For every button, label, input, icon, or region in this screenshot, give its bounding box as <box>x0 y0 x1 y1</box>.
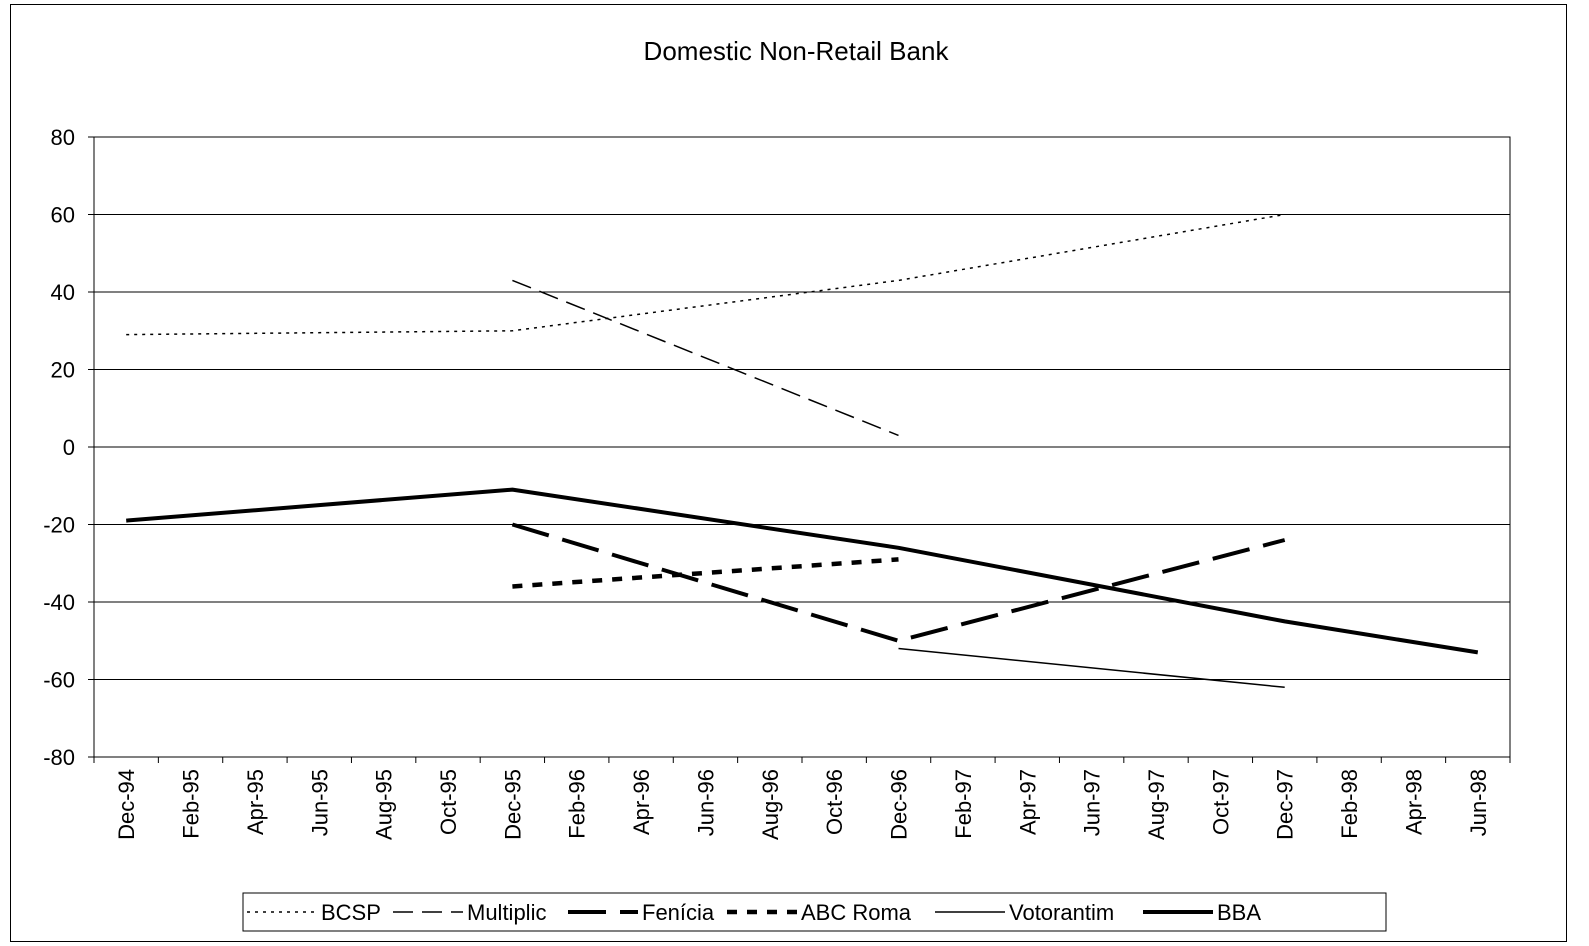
x-tick-label: Apr-98 <box>1401 769 1426 835</box>
y-tick-label: 60 <box>51 203 75 228</box>
series-line-votorantim <box>898 647 1285 689</box>
series-lines <box>126 213 1479 689</box>
y-tick-label: 20 <box>51 358 75 383</box>
y-tick-label: -40 <box>43 590 75 615</box>
y-tick-label: -20 <box>43 513 75 538</box>
x-tick-label: Feb-95 <box>179 769 204 839</box>
series-line-bcsp <box>126 213 1285 336</box>
x-tick-label: Oct-97 <box>1208 769 1233 835</box>
x-tick-label: Dec-95 <box>500 769 525 840</box>
y-tick-label: -60 <box>43 668 75 693</box>
x-tick-label: Dec-96 <box>887 769 912 840</box>
x-tick-label: Aug-96 <box>758 769 783 840</box>
chart-title: Domestic Non-Retail Bank <box>644 36 950 66</box>
x-tick-label: Aug-97 <box>1144 769 1169 840</box>
y-tick-label: 0 <box>63 435 75 460</box>
legend-label: ABC Roma <box>801 900 912 925</box>
x-tick-label: Apr-96 <box>629 769 654 835</box>
legend-label: Votorantim <box>1009 900 1114 925</box>
gridlines <box>94 136 1510 758</box>
x-tick-label: Oct-95 <box>436 769 461 835</box>
x-tick-label: Feb-98 <box>1337 769 1362 839</box>
legend-label: BBA <box>1217 900 1261 925</box>
x-tick-label: Oct-96 <box>822 769 847 835</box>
x-tick-label: Jun-95 <box>307 769 332 836</box>
x-tick-label: Apr-95 <box>243 769 268 835</box>
x-tick-label: Jun-97 <box>1080 769 1105 836</box>
series-line-multiplic <box>512 279 899 437</box>
y-tick-label: 40 <box>51 280 75 305</box>
legend-label: Fenícia <box>642 900 715 925</box>
x-tick-label: Feb-97 <box>951 769 976 839</box>
chart-frame <box>10 4 1567 942</box>
x-axis: Dec-94 Feb-95 Apr-95 Jun-95 Aug-95 Oct-95 Dec-… <box>93 757 1511 840</box>
x-tick-label: Dec-94 <box>114 769 139 840</box>
legend: BCSP Multiplic Fenícia ABC Roma Votorantim BB… <box>242 892 1387 932</box>
series-line-abc-roma <box>512 557 899 589</box>
y-tick-label: -80 <box>43 745 75 770</box>
series-line-fen-cia <box>511 522 1286 643</box>
y-tick-label: 80 <box>51 125 75 150</box>
x-tick-label: Jun-96 <box>693 769 718 836</box>
legend-label: BCSP <box>321 900 381 925</box>
y-axis: 80 60 40 20 0 -20 -40 -60 -80 <box>43 125 94 770</box>
x-tick-label: Feb-96 <box>565 769 590 839</box>
x-tick-label: Dec-97 <box>1273 769 1298 840</box>
legend-label: Multiplic <box>467 900 546 925</box>
x-tick-label: Jun-98 <box>1466 769 1491 836</box>
x-tick-label: Apr-97 <box>1015 769 1040 835</box>
series-line-bba <box>126 487 1479 655</box>
x-tick-label: Aug-95 <box>372 769 397 840</box>
